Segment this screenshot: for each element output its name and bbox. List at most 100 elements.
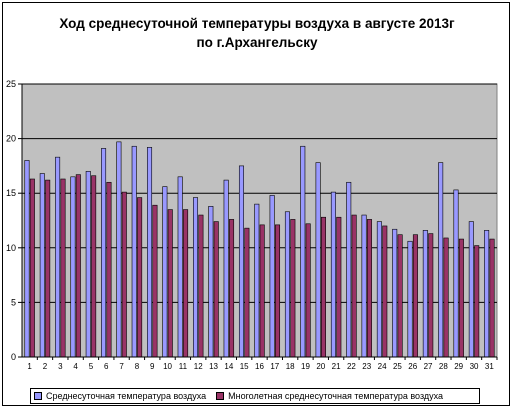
bar-series-2 [275, 224, 281, 358]
bar-series-1 [284, 211, 290, 358]
bar-series-1 [422, 230, 428, 358]
y-tick-label: 5 [11, 297, 16, 307]
bar-series-1 [39, 173, 45, 358]
bar-series-1 [269, 195, 275, 358]
bar-series-1 [438, 162, 444, 358]
x-tick-label: 7 [119, 362, 124, 371]
bar-series-2 [474, 245, 480, 358]
x-tick-label: 31 [485, 362, 494, 371]
legend-item-series-1: Среднесуточная температура воздуха [34, 389, 206, 403]
bars [24, 141, 495, 358]
chart-title: Ход среднесуточной температуры воздуха в… [0, 14, 514, 52]
bar-series-2 [198, 214, 204, 358]
x-tick-label: 9 [150, 362, 155, 371]
bar-series-1 [330, 191, 336, 358]
bar-series-2 [167, 209, 173, 358]
x-tick-label: 4 [73, 362, 78, 371]
x-tick-label: 24 [378, 362, 387, 371]
bar-series-2 [45, 179, 51, 358]
x-tick-label: 15 [240, 362, 249, 371]
bar-series-1 [116, 141, 122, 358]
x-tick-label: 1 [27, 362, 32, 371]
x-tick-label: 8 [135, 362, 140, 371]
x-tick-label: 20 [316, 362, 325, 371]
y-tick-label: 25 [6, 79, 16, 89]
legend: Среднесуточная температура воздуха Много… [30, 388, 480, 404]
bar-series-2 [259, 224, 265, 358]
bar-series-2 [382, 225, 388, 358]
x-tick-label: 23 [362, 362, 371, 371]
x-tick-label: 6 [104, 362, 109, 371]
x-tick-label: 22 [347, 362, 356, 371]
bar-series-1 [24, 160, 30, 358]
x-tick-label: 16 [255, 362, 264, 371]
bar-series-1 [55, 156, 61, 358]
bar-series-1 [70, 176, 76, 358]
legend-item-series-2: Многолетная среднесуточная температура в… [216, 389, 443, 403]
bar-series-2 [244, 227, 250, 358]
legend-swatch-series-1 [34, 392, 42, 400]
y-axis: 0 5 10 15 20 25 [6, 79, 23, 362]
bar-series-2 [412, 234, 418, 358]
y-tick-label: 0 [11, 352, 16, 362]
bar-series-2 [121, 191, 127, 358]
bar-series-1 [223, 179, 229, 358]
x-tick-label: 19 [301, 362, 310, 371]
bar-series-1 [177, 176, 183, 358]
bar-series-1 [484, 230, 490, 358]
y-tick-label: 10 [6, 243, 16, 253]
y-tick-label: 20 [6, 134, 16, 144]
bar-series-2 [60, 178, 66, 358]
x-tick-label: 30 [470, 362, 479, 371]
bar-series-1 [300, 145, 306, 358]
bar-series-2 [75, 174, 81, 358]
bar-series-2 [213, 221, 219, 358]
x-tick-label: 26 [408, 362, 417, 371]
bar-series-2 [91, 175, 97, 358]
legend-label-series-2: Многолетная среднесуточная температура в… [228, 391, 444, 401]
bar-series-1 [315, 162, 321, 358]
bar-series-2 [137, 197, 143, 358]
bar-series-2 [183, 209, 189, 358]
bar-series-1 [376, 221, 382, 358]
bar-series-2 [305, 223, 311, 358]
y-tick-label: 15 [6, 188, 16, 198]
bar-series-2 [458, 238, 464, 358]
bar-series-2 [351, 214, 357, 358]
bar-series-2 [397, 234, 403, 358]
bar-series-1 [453, 189, 459, 358]
bar-series-2 [29, 178, 35, 358]
bar-series-2 [106, 181, 112, 358]
bar-series-2 [443, 237, 449, 358]
x-tick-label: 25 [393, 362, 402, 371]
bar-series-1 [346, 181, 352, 358]
x-axis: 1 2 3 4 5 6 7 8 9 10 11 12 13 14 15 16 17 18 19 20 21 22 23 24 2… [22, 356, 498, 371]
legend-swatch-series-2 [216, 392, 225, 400]
chart-title-line-2: по г.Архангельску [196, 35, 318, 50]
x-tick-label: 3 [58, 362, 63, 371]
bar-series-2 [229, 219, 235, 358]
x-tick-label: 27 [424, 362, 433, 371]
bar-series-2 [366, 219, 372, 358]
bar-series-1 [392, 228, 398, 358]
x-tick-label: 18 [286, 362, 295, 371]
bar-series-1 [468, 221, 474, 358]
bar-series-1 [101, 148, 107, 358]
x-tick-label: 29 [454, 362, 463, 371]
x-tick-label: 14 [224, 362, 233, 371]
bar-series-1 [254, 203, 260, 358]
x-tick-label: 5 [89, 362, 94, 371]
bar-series-1 [147, 147, 153, 358]
x-tick-label: 17 [270, 362, 279, 371]
bar-series-2 [290, 219, 296, 358]
bar-series-1 [131, 145, 137, 358]
x-tick-label: 2 [43, 362, 48, 371]
bar-series-2 [428, 233, 434, 358]
bar-series-2 [489, 238, 495, 358]
bar-series-2 [336, 216, 342, 358]
bar-series-1 [85, 171, 91, 358]
x-tick-label: 21 [332, 362, 341, 371]
bar-series-1 [162, 186, 168, 358]
bar-series-1 [193, 197, 199, 358]
